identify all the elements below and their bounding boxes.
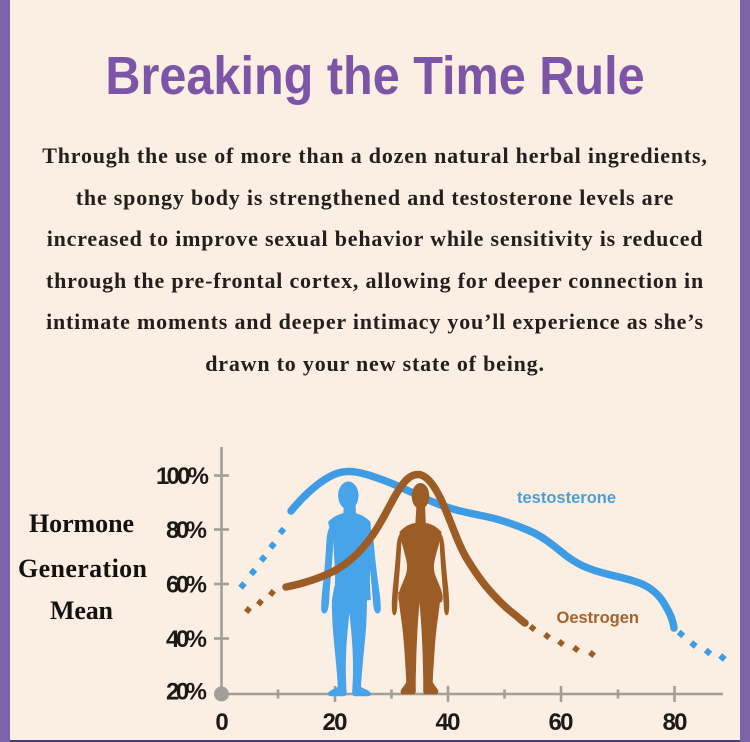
svg-text:Generation: Generation — [18, 554, 148, 583]
svg-text:40%: 40% — [166, 626, 207, 653]
svg-text:60: 60 — [549, 709, 574, 736]
svg-text:20: 20 — [323, 709, 348, 736]
svg-text:0: 0 — [215, 709, 228, 736]
svg-text:80: 80 — [663, 709, 688, 736]
svg-text:100%: 100% — [156, 463, 209, 490]
svg-text:testosterone: testosterone — [517, 489, 616, 507]
svg-text:Oestrogen: Oestrogen — [557, 609, 640, 627]
svg-text:80%: 80% — [166, 517, 207, 544]
svg-text:Hormone: Hormone — [29, 509, 134, 538]
svg-text:20%: 20% — [166, 679, 207, 706]
svg-text:60%: 60% — [166, 572, 207, 599]
svg-text:Mean: Mean — [50, 596, 114, 625]
svg-text:40: 40 — [436, 709, 461, 736]
